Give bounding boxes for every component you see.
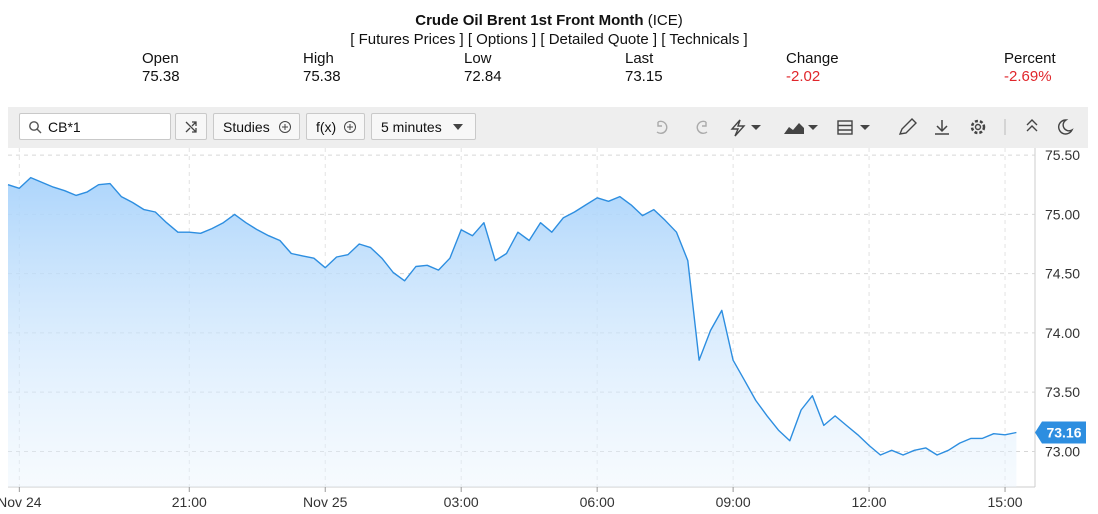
undo-icon[interactable]: [656, 120, 668, 135]
quote-open: Open 75.38: [142, 50, 180, 86]
quote-last: Last 73.15: [625, 50, 663, 86]
x-tick-label: 09:00: [716, 494, 751, 510]
chart-type-icon[interactable]: [784, 123, 804, 134]
redo-icon[interactable]: [696, 120, 708, 135]
line: [7, 176, 1017, 456]
compare-button[interactable]: [175, 113, 207, 140]
quote-high: High 75.38: [303, 50, 341, 86]
exchange: (ICE): [647, 12, 683, 29]
header: Crude Oil Brent 1st Front Month (ICE) [ …: [0, 11, 1098, 49]
fx-button[interactable]: f(x): [306, 113, 365, 140]
x-tick-label: 03:00: [444, 494, 479, 510]
plus-icon: [279, 121, 291, 133]
theme-icon[interactable]: [1058, 119, 1074, 135]
symbol-input[interactable]: CB*1: [19, 113, 171, 140]
x-tick-label: Nov 24: [0, 494, 42, 510]
area: [8, 177, 1017, 487]
interval-button[interactable]: 5 minutes: [371, 113, 476, 140]
search-icon: [29, 121, 42, 134]
download-icon[interactable]: [935, 120, 949, 135]
quote-value: 75.38: [303, 68, 341, 85]
draw-icon[interactable]: [898, 118, 917, 135]
caret: [453, 124, 463, 130]
symbol: CB*1: [48, 119, 81, 135]
y-tick-label: 74.50: [1045, 266, 1080, 282]
links[interactable]: [ Futures Prices ] [ Options ] [ Detaile…: [350, 31, 748, 48]
quote-change: Change -2.02: [786, 50, 839, 86]
shuffle-icon: [185, 121, 197, 133]
toolbar: CB*1 Studies f(x) 5 minutes: [8, 107, 1088, 148]
plus-icon: [344, 121, 356, 133]
x-tick-label: Nov 25: [303, 494, 348, 510]
y-tick-label: 75.00: [1045, 206, 1080, 222]
quote-label: Open: [142, 50, 179, 67]
y-tick-label: 74.00: [1045, 325, 1080, 341]
quote-value: -2.69%: [1004, 68, 1052, 85]
flash-icon[interactable]: [730, 119, 746, 137]
caret: [751, 125, 761, 130]
x-tick-label: 06:00: [580, 494, 615, 510]
caret: [808, 125, 818, 130]
studies-button[interactable]: Studies: [213, 113, 300, 140]
quote-value: 75.38: [142, 68, 180, 85]
quote-value: 73.15: [625, 68, 663, 85]
collapse-icon[interactable]: [1026, 119, 1038, 132]
last-value-label: 73.16: [1046, 424, 1081, 440]
quote-value: -2.02: [786, 68, 821, 85]
caret: [860, 125, 870, 130]
y-tick-label: 75.50: [1045, 147, 1080, 163]
y-tick-label: 73.50: [1045, 384, 1080, 400]
quote-label: High: [303, 50, 334, 67]
fx-label: f(x): [316, 119, 337, 135]
quote-label: Percent: [1004, 50, 1056, 67]
quote-low: Low 72.84: [464, 50, 502, 86]
last-value-badge: [1035, 421, 1086, 444]
title-line: Crude Oil Brent 1st Front Month (ICE): [0, 11, 1098, 30]
toolbar-icons: [656, 118, 1074, 137]
x-tick-label: 12:00: [852, 494, 887, 510]
x-tick-label: 15:00: [988, 494, 1023, 510]
studies-label: Studies: [223, 119, 270, 135]
interval-label: 5 minutes: [381, 119, 442, 135]
quote-percent: Percent -2.69%: [1004, 50, 1056, 86]
quote-label: Low: [464, 50, 492, 67]
quote-value: 72.84: [464, 68, 502, 85]
y-tick-label: 73.00: [1045, 443, 1080, 459]
quote-label: Change: [786, 50, 839, 67]
settings-icon[interactable]: [970, 119, 986, 135]
layout-icon[interactable]: [837, 120, 853, 135]
x-tick-label: 21:00: [172, 494, 207, 510]
title: Crude Oil Brent 1st Front Month: [415, 12, 644, 29]
quote-label: Last: [625, 50, 654, 67]
